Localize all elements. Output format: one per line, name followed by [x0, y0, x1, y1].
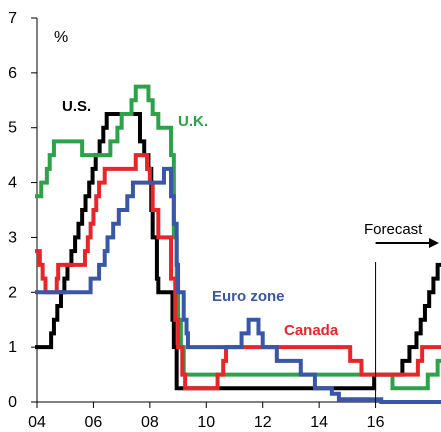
x-tick-label: 04 [28, 414, 46, 431]
y-tick-label: 3 [8, 229, 17, 246]
forecast-label: Forecast [364, 221, 423, 238]
x-tick-label: 06 [85, 414, 103, 431]
y-tick-label: 0 [8, 394, 17, 411]
axes [36, 18, 432, 403]
uk-label: U.K. [178, 113, 208, 130]
forecast-annotation: Forecast [364, 221, 439, 402]
tick-marks [31, 17, 377, 408]
series-line-canada [35, 153, 441, 391]
x-tick-label: 08 [141, 414, 159, 431]
y-tick-label: 4 [8, 175, 17, 192]
euro-zone-label: Euro zone [212, 288, 285, 305]
y-axis-label: % [54, 29, 68, 46]
x-tick-label: 16 [367, 414, 385, 431]
y-tick-label: 6 [8, 65, 17, 82]
y-tick-label: 2 [8, 284, 17, 301]
us-label: U.S. [62, 98, 91, 115]
x-tick-label: 14 [310, 414, 328, 431]
x-tick-label: 12 [254, 414, 272, 431]
y-tick-label: 7 [8, 10, 17, 27]
y-tick-label: 1 [8, 339, 17, 356]
x-tick-label: 10 [197, 414, 215, 431]
y-tick-label: 5 [8, 120, 17, 137]
series-line-euro-zone [35, 166, 441, 404]
canada-label: Canada [284, 322, 339, 339]
series-lines [35, 84, 441, 404]
